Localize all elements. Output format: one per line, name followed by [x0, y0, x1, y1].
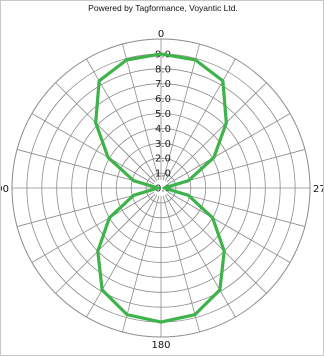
series-point — [132, 194, 135, 197]
series-point — [100, 288, 104, 292]
series-point — [223, 250, 226, 253]
grid-spoke — [167, 191, 291, 263]
angle-label-180: 180 — [151, 340, 170, 351]
series-point — [125, 58, 128, 62]
series-point — [156, 186, 160, 190]
series-point — [132, 179, 135, 182]
series-point — [194, 58, 197, 62]
radial-tick-label: 2.0 — [155, 154, 171, 165]
polar-grid — [11, 38, 311, 338]
radial-tick-label: 3.0 — [155, 139, 171, 150]
series-point — [187, 179, 190, 182]
series-point — [193, 313, 197, 316]
radial-tick-label: 6.0 — [155, 94, 171, 105]
series-point — [106, 156, 110, 159]
series-point — [218, 288, 222, 292]
radial-tick-label: 4.0 — [155, 124, 171, 135]
series-point — [225, 121, 228, 124]
angle-labels: 0 90 180 270 — [1, 29, 323, 351]
series-point — [221, 79, 225, 83]
grid-spoke — [162, 43, 200, 181]
series-point — [97, 79, 101, 83]
grid-spoke — [164, 194, 236, 318]
series-point — [212, 156, 216, 159]
grid-spoke — [55, 193, 156, 294]
angle-label-0: 0 — [158, 29, 164, 40]
grid-spoke — [31, 191, 155, 263]
grid-spoke — [122, 195, 160, 333]
grid-spoke — [86, 58, 158, 182]
grid-spoke — [162, 195, 200, 333]
series-layer — [94, 52, 228, 324]
series-point — [125, 313, 129, 316]
angle-label-90: 90 — [1, 184, 9, 195]
angle-label-270: 270 — [313, 184, 323, 195]
grid-spoke — [122, 43, 160, 181]
series-point — [108, 216, 111, 219]
radial-tick-label: 7.0 — [155, 79, 171, 90]
series-point — [159, 52, 163, 56]
grid-spoke — [86, 194, 158, 318]
series-point — [159, 320, 163, 324]
credit-text: Powered by Tagformance, Voyantic Ltd. — [88, 3, 238, 13]
grid-spoke — [166, 82, 267, 183]
grid-spoke — [167, 113, 291, 185]
grid-spoke — [166, 193, 267, 294]
series-point — [211, 216, 214, 219]
radial-tick-label: 5.0 — [155, 109, 171, 120]
series-point — [187, 194, 190, 197]
radial-tick-label: 8.0 — [155, 64, 171, 75]
grid-spoke — [31, 113, 155, 185]
grid-spoke — [164, 58, 236, 182]
grid-spoke — [55, 82, 156, 183]
series-point — [162, 186, 166, 190]
radial-tick-label: 1.0 — [155, 169, 171, 180]
series-point — [96, 250, 99, 253]
series-point — [94, 121, 97, 124]
